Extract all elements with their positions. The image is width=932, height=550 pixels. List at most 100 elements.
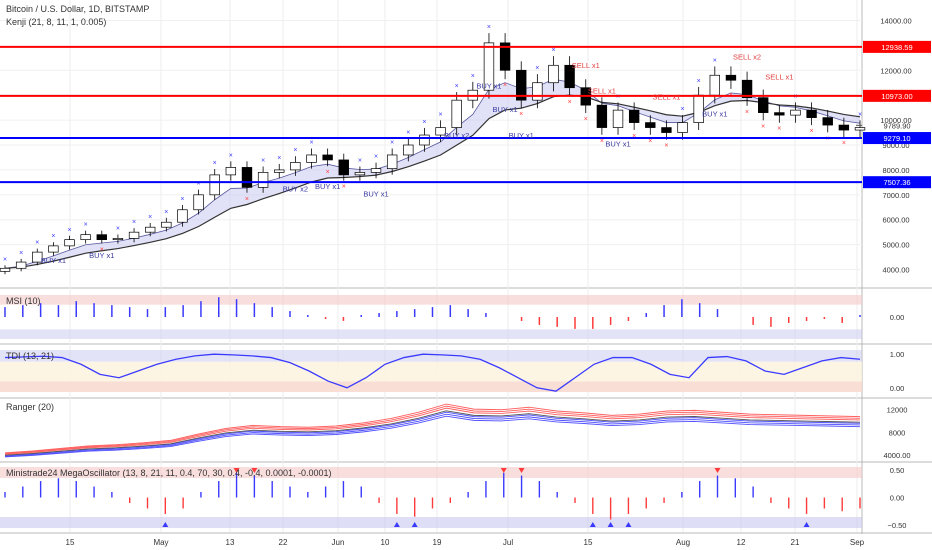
candle[interactable]	[709, 74, 721, 96]
msi-pane[interactable]: 0.00	[0, 295, 904, 339]
x-tick-label: Jul	[503, 538, 513, 547]
candle[interactable]	[435, 127, 446, 136]
candle[interactable]	[209, 174, 220, 196]
signal-cross: ×	[745, 109, 749, 116]
tdi-tick-label: 1.00	[890, 350, 905, 359]
candle[interactable]	[774, 112, 785, 116]
candle[interactable]	[403, 144, 414, 156]
signal-cross: ×	[632, 133, 636, 140]
candle[interactable]	[322, 154, 333, 161]
signal-cross: ×	[197, 181, 201, 188]
candle[interactable]	[548, 64, 559, 84]
candle[interactable]	[64, 239, 75, 247]
osc-buy-marker	[411, 522, 418, 527]
signal-cross: ×	[261, 157, 265, 164]
osc-buy-marker	[625, 522, 632, 527]
candle[interactable]	[451, 99, 462, 128]
candle[interactable]	[177, 209, 188, 223]
candle[interactable]	[144, 226, 156, 233]
candle[interactable]	[822, 117, 833, 126]
signal-cross: ×	[648, 138, 652, 145]
candle[interactable]	[96, 234, 107, 241]
candle[interactable]	[661, 127, 672, 133]
candle[interactable]	[854, 127, 866, 131]
candle[interactable]	[306, 154, 317, 163]
osc-buy-marker	[589, 522, 596, 527]
osc-buy-marker	[607, 522, 614, 527]
candle[interactable]	[483, 42, 495, 91]
ranger-band-line	[4, 405, 861, 455]
signal-cross: ×	[616, 93, 620, 100]
signal-cross: ×	[84, 222, 88, 229]
candle[interactable]	[516, 69, 527, 101]
buy-signal-label: BUY x1	[363, 190, 388, 199]
tdi-line[interactable]	[4, 353, 861, 392]
candle[interactable]	[338, 159, 349, 176]
kenji-slow-line	[4, 94, 861, 269]
candle[interactable]	[128, 231, 140, 239]
signal-cross: ×	[326, 169, 330, 176]
candle[interactable]	[354, 172, 366, 176]
x-tick-label: May	[153, 538, 168, 547]
candle[interactable]	[161, 221, 172, 228]
ranger-band-line	[4, 403, 861, 454]
candle[interactable]	[0, 267, 11, 272]
price-pane[interactable]: 14000.0012000.0011000.0010000.009000.008…	[0, 16, 931, 275]
megaoscillator-pane[interactable]: 0.50 0.00 −0.50	[0, 466, 906, 530]
ranger-band-line	[4, 407, 861, 455]
signal-cross: ×	[761, 123, 765, 130]
candle[interactable]	[758, 97, 769, 113]
candle[interactable]	[241, 167, 253, 188]
candle[interactable]	[112, 238, 124, 241]
x-tick-label: Jun	[332, 538, 345, 547]
candle[interactable]	[645, 122, 656, 128]
candle[interactable]	[725, 74, 737, 81]
candle[interactable]	[790, 109, 801, 116]
candle[interactable]	[838, 124, 850, 131]
osc-sell-marker	[233, 468, 240, 473]
signal-cross: ×	[664, 143, 668, 150]
signal-cross: ×	[810, 128, 814, 135]
candle[interactable]	[677, 122, 688, 133]
candle[interactable]	[386, 154, 398, 170]
level-label: 10973.00	[881, 92, 912, 101]
megaoscillator-title: Ministrade24 MegaOscillator (13, 8, 21, …	[6, 468, 332, 478]
candle[interactable]	[80, 234, 91, 241]
candle[interactable]	[225, 167, 237, 176]
candle[interactable]	[15, 261, 27, 269]
candle[interactable]	[596, 104, 608, 128]
candle[interactable]	[741, 79, 753, 99]
sell-signal-label: SELL x1	[652, 92, 680, 101]
candle[interactable]	[370, 168, 382, 173]
level-label: 7507.36	[883, 178, 910, 187]
candle[interactable]	[290, 162, 301, 171]
y-tick-label: 4000.00	[882, 266, 909, 275]
x-tick-label: 22	[279, 538, 288, 547]
buy-signal-label: BUY x2	[283, 184, 308, 193]
signal-cross: ×	[309, 140, 313, 147]
candle[interactable]	[257, 172, 269, 188]
candle[interactable]	[48, 245, 59, 253]
candle[interactable]	[274, 169, 285, 173]
candle[interactable]	[612, 109, 624, 128]
candle[interactable]	[193, 194, 204, 211]
signal-cross: ×	[503, 82, 507, 89]
candle[interactable]	[806, 109, 817, 118]
tdi-pane[interactable]: 1.00 0.00	[0, 350, 904, 393]
candle[interactable]	[628, 109, 640, 123]
candle[interactable]	[419, 134, 430, 146]
candle[interactable]	[564, 64, 575, 89]
x-tick-label: Sep	[850, 538, 865, 547]
candle[interactable]	[32, 251, 43, 263]
candle[interactable]	[499, 42, 511, 71]
ranger-pane[interactable]: 12000 8000 4000.00	[4, 403, 911, 460]
ranger-title: Ranger (20)	[6, 402, 54, 412]
candle[interactable]	[532, 82, 543, 101]
signal-cross: ×	[471, 73, 475, 80]
osc-buy-marker	[393, 522, 400, 527]
signal-cross: ×	[358, 157, 362, 164]
x-tick-label: Aug	[676, 538, 690, 547]
signal-cross: ×	[180, 196, 184, 203]
y-tick-label: 6000.00	[882, 216, 909, 225]
